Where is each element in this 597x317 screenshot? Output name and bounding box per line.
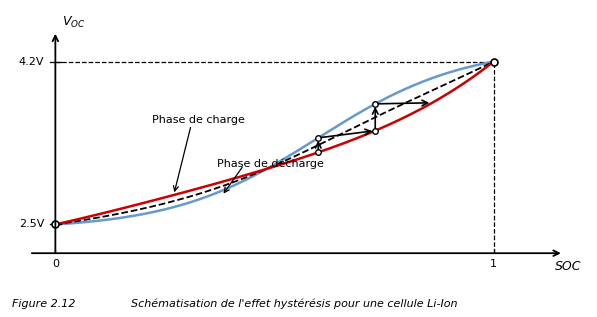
Text: 2.5V: 2.5V <box>19 219 44 230</box>
Text: Phase de charge: Phase de charge <box>152 115 245 125</box>
Text: SOC: SOC <box>555 260 581 273</box>
Text: Schématisation de l'effet hystérésis pour une cellule Li-Ion: Schématisation de l'effet hystérésis pou… <box>131 299 458 309</box>
Text: Phase de décharge: Phase de décharge <box>217 158 324 169</box>
Text: Figure 2.12: Figure 2.12 <box>12 300 75 309</box>
Text: 1: 1 <box>490 259 497 269</box>
Text: 4.2V: 4.2V <box>19 56 44 67</box>
Text: $V_{OC}$: $V_{OC}$ <box>62 15 85 30</box>
Text: 0: 0 <box>52 259 59 269</box>
